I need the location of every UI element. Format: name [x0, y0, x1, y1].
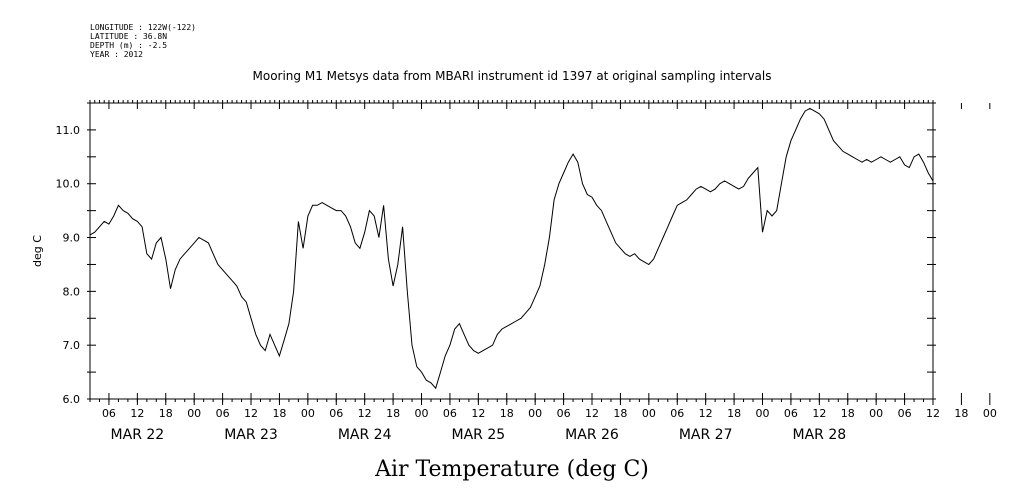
x-tick-label: 18: [272, 407, 286, 420]
x-tick-label: 06: [216, 407, 230, 420]
x-tick-label: 18: [159, 407, 173, 420]
x-tick-label: 18: [386, 407, 400, 420]
x-tick-label: 12: [244, 407, 258, 420]
x-tick-label: 18: [727, 407, 741, 420]
y-tick-label: 11.0: [56, 124, 81, 137]
x-tick-label: 00: [528, 407, 542, 420]
year-label: YEAR : 2012: [90, 50, 143, 59]
y-tick-label: 7.0: [63, 339, 81, 352]
x-tick-label: 00: [983, 407, 997, 420]
x-tick-label: 06: [557, 407, 571, 420]
x-tick-label: 12: [699, 407, 713, 420]
x-tick-label: 12: [585, 407, 599, 420]
x-tick-label: 00: [756, 407, 770, 420]
minor-ticks: [89, 100, 934, 402]
x-axis-label: Air Temperature (deg C): [374, 457, 649, 482]
header-info: LONGITUDE : 122W(-122) LATITUDE : 36.8N …: [90, 23, 196, 59]
chart-title: Mooring M1 Metsys data from MBARI instru…: [253, 69, 772, 83]
x-tick-label: 12: [812, 407, 826, 420]
x-tick-label: 06: [784, 407, 798, 420]
x-axis: 06 12 18 00 06 12 18 00 06 12 18 00 06 12 18 00 06 12 18 00…: [102, 103, 997, 443]
x-day-label: MAR 27: [679, 427, 733, 443]
x-tick-label: 12: [358, 407, 372, 420]
y-tick-label: 8.0: [63, 285, 81, 298]
x-day-label: MAR 25: [452, 427, 506, 443]
latitude-label: LATITUDE : 36.8N: [90, 32, 167, 41]
x-tick-label: 00: [642, 407, 656, 420]
x-tick-label: 12: [471, 407, 485, 420]
x-tick-label: 06: [102, 407, 116, 420]
y-axis-label: deg C: [31, 235, 44, 267]
x-tick-label: 00: [301, 407, 315, 420]
x-day-label: MAR 23: [224, 427, 278, 443]
x-tick-label: 06: [670, 407, 684, 420]
longitude-label: LONGITUDE : 122W(-122): [90, 23, 196, 32]
x-day-label: MAR 26: [565, 427, 619, 443]
x-tick-label: 18: [954, 407, 968, 420]
x-tick-label: 18: [613, 407, 627, 420]
x-tick-label: 06: [443, 407, 457, 420]
x-tick-label: 12: [130, 407, 144, 420]
series-line-air-temperature: [89, 107, 934, 390]
depth-label: DEPTH (m) : -2.5: [90, 41, 167, 50]
x-day-label: MAR 24: [338, 427, 392, 443]
x-day-label: MAR 28: [793, 427, 847, 443]
x-tick-label: 00: [187, 407, 201, 420]
x-tick-label: 00: [415, 407, 429, 420]
x-tick-label: 12: [926, 407, 940, 420]
x-tick-label: 06: [898, 407, 912, 420]
y-tick-label: 9.0: [63, 232, 81, 245]
y-tick-label: 6.0: [63, 393, 81, 406]
x-day-label: MAR 22: [111, 427, 165, 443]
x-tick-label: 00: [869, 407, 883, 420]
y-tick-label: 10.0: [56, 178, 81, 191]
plot-frame: [89, 102, 934, 400]
y-axis: 6.0 7.0 8.0 9.0 10.0 11.0: [56, 102, 936, 406]
x-tick-label: 18: [500, 407, 514, 420]
x-tick-label: 18: [841, 407, 855, 420]
x-tick-label: 06: [329, 407, 343, 420]
